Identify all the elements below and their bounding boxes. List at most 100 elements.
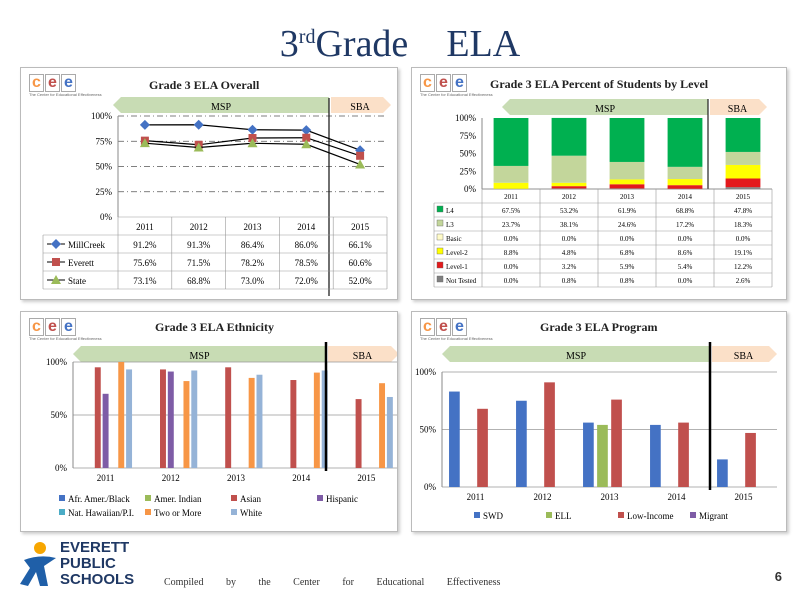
x-tick-label: 2012 bbox=[162, 473, 180, 483]
district-logo-line: PUBLIC bbox=[60, 555, 116, 572]
bar bbox=[597, 424, 608, 487]
legend-swatch bbox=[436, 275, 444, 283]
cee-logo-letter: e bbox=[45, 74, 60, 92]
chart-title: Grade 3 ELA Percent of Students by Level bbox=[490, 77, 709, 91]
y-tick-label: 50% bbox=[51, 410, 68, 420]
x-tick-label: 2015 bbox=[735, 492, 754, 502]
table-cell: 72.0% bbox=[295, 276, 319, 286]
table-cell: 0.0% bbox=[678, 277, 693, 285]
title-grade-number: 3 bbox=[279, 23, 299, 65]
x-tick-label: 2012 bbox=[562, 193, 577, 201]
bar bbox=[516, 400, 527, 487]
table-cell: 0.0% bbox=[504, 235, 519, 243]
x-tick-label: 2013 bbox=[601, 492, 620, 502]
cee-logo-letter: e bbox=[436, 318, 451, 336]
stacked-bar-segment bbox=[725, 164, 761, 179]
y-tick-label: 50% bbox=[96, 162, 113, 172]
msp-label: MSP bbox=[189, 351, 209, 362]
legend-label: L3 bbox=[446, 221, 454, 229]
table-cell: 0.0% bbox=[562, 235, 577, 243]
cee-logo-subtitle: The Center for Educational Effectiveness bbox=[420, 92, 493, 97]
table-cell: 0.0% bbox=[620, 235, 635, 243]
table-cell: 5.4% bbox=[678, 263, 693, 271]
msp-label: MSP bbox=[566, 351, 586, 362]
cee-logo-letter: e bbox=[452, 318, 467, 336]
y-tick-label: 25% bbox=[96, 187, 113, 197]
legend-swatch bbox=[618, 512, 624, 518]
y-tick-label: 100% bbox=[91, 111, 113, 121]
legend-label: Migrant bbox=[699, 511, 728, 521]
table-cell: 73.1% bbox=[133, 276, 157, 286]
x-tick-label: 2013 bbox=[227, 473, 246, 483]
table-cell: 91.2% bbox=[133, 240, 157, 250]
y-tick-label: 0% bbox=[55, 463, 68, 473]
legend-swatch bbox=[436, 233, 444, 241]
cee-logo-subtitle: The Center for Educational Effectiveness bbox=[29, 92, 102, 97]
title-subject: ELA bbox=[446, 23, 521, 65]
data-point bbox=[248, 134, 257, 143]
legend-label: Afr. Amer./Black bbox=[68, 494, 130, 504]
msp-arrow bbox=[113, 97, 329, 113]
data-point bbox=[139, 138, 150, 148]
x-tick-label: 2011 bbox=[136, 222, 154, 232]
bar bbox=[248, 377, 255, 468]
table-cell: 0.0% bbox=[504, 263, 519, 271]
legend-label: L4 bbox=[446, 207, 454, 215]
bar bbox=[321, 370, 328, 468]
legend-label: SWD bbox=[483, 511, 504, 521]
table-cell: 91.3% bbox=[187, 240, 211, 250]
table-cell: 66.1% bbox=[348, 240, 372, 250]
stacked-bar-segment bbox=[493, 165, 529, 183]
stacked-bar-segment bbox=[609, 179, 645, 185]
data-point bbox=[301, 139, 312, 149]
legend-label: Everett bbox=[68, 258, 94, 268]
y-tick-label: 0% bbox=[100, 212, 113, 222]
y-tick-label: 0% bbox=[424, 482, 437, 492]
bar bbox=[650, 424, 661, 487]
footer-credit: Compiled by the Center for Educational E… bbox=[164, 577, 501, 588]
legend-label: Amer. Indian bbox=[154, 494, 202, 504]
cee-logo-letter: e bbox=[61, 318, 76, 336]
bar bbox=[126, 369, 133, 468]
stacked-bar-segment bbox=[551, 155, 587, 183]
y-tick-label: 25% bbox=[460, 166, 477, 176]
district-logo-line: EVERETT bbox=[60, 539, 130, 556]
table-cell: 68.8% bbox=[676, 207, 694, 215]
sba-arrow bbox=[712, 346, 777, 362]
bar bbox=[94, 367, 101, 468]
cee-logo: c e e The Center for Educational Effectiven… bbox=[420, 318, 493, 344]
stacked-bar-segment bbox=[493, 182, 529, 189]
title-grade-word: Grade bbox=[315, 23, 409, 65]
cee-logo: c e e The Center for Educational Effectiven… bbox=[29, 74, 102, 100]
chart-svg: MSP SBA 0% 25% 50% 75% 100% 2011 2012 2013 2014 201… bbox=[42, 97, 391, 296]
legend-swatch bbox=[231, 509, 237, 515]
bar bbox=[167, 371, 174, 468]
cee-logo: c e e The Center for Educational Effectiven… bbox=[29, 318, 102, 344]
table-cell: 0.8% bbox=[562, 277, 577, 285]
x-tick-label: 2014 bbox=[292, 473, 311, 483]
legend-swatch bbox=[231, 495, 237, 501]
bar bbox=[290, 380, 297, 468]
bar bbox=[313, 372, 320, 468]
stacked-bar-segment bbox=[667, 118, 703, 167]
table-cell: 0.0% bbox=[736, 235, 751, 243]
chart-svg: MSP SBA 0% 50% 100% 2011 2012 2013 2014 2015 Afr. … bbox=[46, 342, 397, 518]
table-cell: 78.2% bbox=[241, 258, 265, 268]
stacked-bar-segment bbox=[667, 166, 703, 180]
stacked-bar-segment bbox=[609, 184, 645, 189]
data-point bbox=[356, 151, 365, 160]
legend-swatch bbox=[474, 512, 480, 518]
bar bbox=[379, 383, 386, 468]
y-tick-label: 100% bbox=[46, 357, 68, 367]
bar bbox=[386, 396, 393, 468]
bar bbox=[160, 369, 166, 468]
legend-swatch bbox=[436, 219, 444, 227]
legend-swatch bbox=[145, 495, 151, 501]
msp-label: MSP bbox=[595, 104, 615, 115]
table-cell: 19.1% bbox=[734, 249, 752, 257]
table-cell: 71.5% bbox=[187, 258, 211, 268]
x-tick-label: 2011 bbox=[467, 492, 485, 502]
bar bbox=[477, 408, 488, 487]
sba-arrow bbox=[710, 99, 767, 115]
data-point bbox=[193, 119, 204, 130]
